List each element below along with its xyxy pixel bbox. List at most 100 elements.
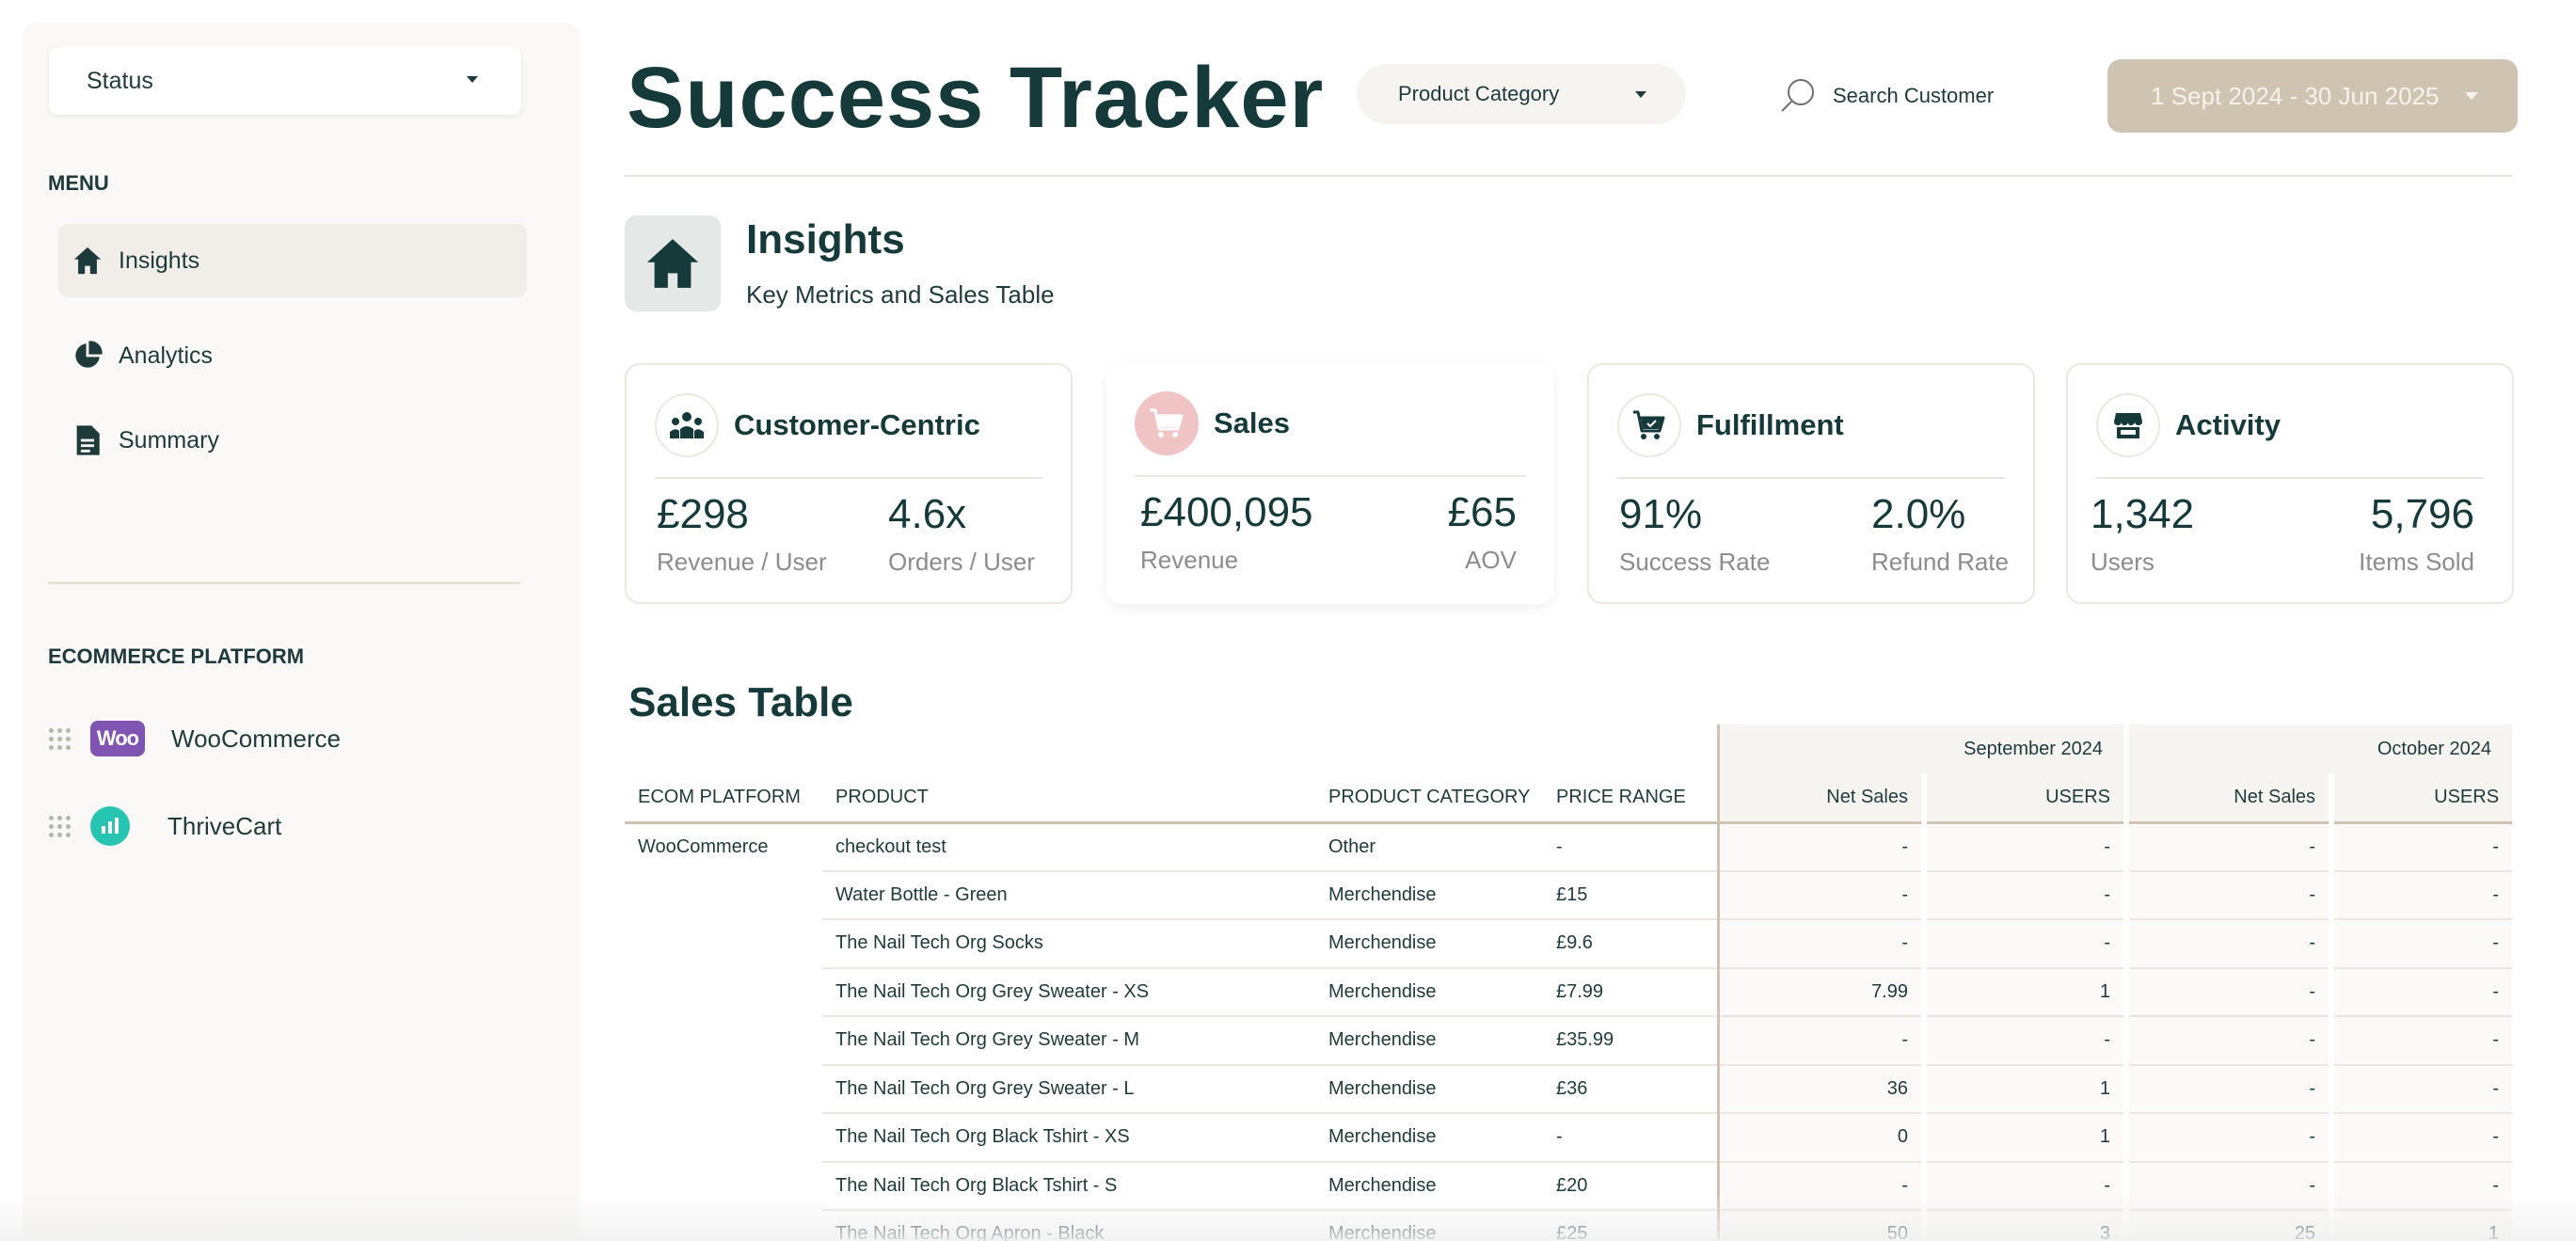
header-divider [625,175,2512,177]
cell-platform [625,1065,822,1114]
card-fulfillment: Fulfillment 91% Success Rate 2.0% Refund… [1587,363,2035,604]
card-activity: Activity 1,342 Users 5,796 Items Sold [2066,363,2514,604]
status-dropdown[interactable]: Status [49,47,521,115]
table-row[interactable]: The Nail Tech Org Socks Merchendise £9.6- -… [625,919,2512,969]
cell-sep-users: 1 [1920,967,2127,1017]
sidebar-item-summary[interactable]: Summary [58,404,527,477]
column-header[interactable]: PRODUCT CATEGORY [1315,773,1543,824]
platform-item-woocommerce[interactable]: Woo WooCommerce [49,710,341,767]
cell-category: Other [1315,822,1543,872]
table-month-header-row: September 2024 October 2024 [625,724,2512,773]
table-row[interactable]: The Nail Tech Org Grey Sweater - L Merche… [625,1064,2512,1114]
column-header[interactable]: ECOM PLATFORM [625,773,822,824]
cell-sep-users: 1 [1920,1064,2127,1114]
metric-label: Users [2091,548,2155,576]
cell-oct-net-sales: 25 [2123,1210,2332,1241]
document-icon [70,422,105,458]
cart-icon [1135,391,1199,455]
metric-success-rate: 91% Success Rate [1619,491,1770,577]
cell-platform: WooCommerce [638,836,769,857]
cell-category: Merchendise [1315,1210,1543,1241]
column-header[interactable]: Net Sales [2123,773,2332,824]
cell-oct-net-sales: - [2123,1113,2332,1163]
product-category-dropdown[interactable]: Product Category [1357,64,1686,124]
cell-oct-users: - [2329,1064,2512,1114]
sidebar-item-analytics[interactable]: Analytics [58,319,527,392]
platform-heading: ECOMMERCE PLATFORM [48,644,305,668]
cell-product: The Nail Tech Org Apron - Black [822,1210,1315,1241]
card-title: Activity [2175,408,2281,441]
cell-oct-net-sales: - [2123,822,2332,872]
sidebar-item-insights[interactable]: Insights [58,224,527,297]
cell-price-range: £25 [1543,1210,1718,1241]
cell-platform [625,968,822,1017]
home-icon [70,243,105,278]
cell-oct-users: - [2329,1016,2512,1066]
metric-value: £400,095 [1140,489,1313,535]
drag-handle-icon[interactable] [49,725,71,752]
sidebar [23,23,580,1241]
woocommerce-logo-icon: Woo [90,721,145,756]
chevron-down-icon [1635,91,1646,98]
cell-product: The Nail Tech Org Grey Sweater - XS [822,967,1315,1017]
table-row[interactable]: The Nail Tech Org Black Tshirt - S Merche… [625,1161,2512,1211]
cell-product: Water Bottle - Green [822,870,1315,920]
metric-label: Revenue / User [657,548,827,576]
store-icon [2096,393,2160,457]
table-row[interactable]: The Nail Tech Org Apron - Black Merchendi… [625,1210,2512,1241]
platform-item-thrivecart[interactable]: ThriveCart [49,798,281,854]
cell-sep-users: 3 [1920,1210,2127,1241]
cell-oct-users: - [2329,1113,2512,1163]
metric-users: 1,342 Users [2091,491,2194,577]
metric-label: Success Rate [1619,548,1771,576]
column-header[interactable]: PRODUCT [822,773,1315,824]
column-header[interactable]: PRICE RANGE [1543,773,1718,824]
search-customer[interactable]: Search Customer [1776,73,1994,119]
cell-category: Merchendise [1315,1064,1543,1114]
card-divider [2096,477,2484,479]
date-range-value: 1 Sept 2024 - 30 Jun 2025 [2151,81,2440,110]
metric-value: 1,342 [2091,491,2195,537]
cell-price-range: - [1543,822,1718,872]
cell-platform [625,1162,822,1211]
table-row[interactable]: The Nail Tech Org Grey Sweater - M Merche… [625,1016,2512,1066]
platform-label: WooCommerce [171,724,342,753]
cell-oct-users: 1 [2329,1210,2512,1241]
cell-category: Merchendise [1315,1113,1543,1163]
table-row[interactable]: WooCommerce checkout test Other - - - - - [625,822,2512,872]
cell-price-range: - [1543,1113,1718,1163]
card-sales: Sales £400,095 Revenue £65 AOV [1106,363,1554,604]
cell-oct-net-sales: - [2123,1161,2332,1211]
drag-handle-icon[interactable] [49,813,71,839]
cell-sep-net-sales: 50 [1716,1210,1924,1241]
insights-title: Insights [746,216,905,263]
sales-table-container[interactable]: September 2024 October 2024 ECOM PLATFOR… [625,724,2512,1241]
card-customer-centric: Customer-Centric £298 Revenue / User 4.6… [625,363,1073,604]
metric-revenue-per-user: £298 Revenue / User [657,491,827,577]
sales-table-title: Sales Table [628,679,853,725]
metric-items-sold: 5,796 Items Sold [2359,491,2474,577]
chevron-down-icon [2465,92,2478,100]
cell-sep-users: - [1920,870,2127,920]
cell-product: The Nail Tech Org Socks [822,919,1315,969]
table-row[interactable]: The Nail Tech Org Black Tshirt - XS Merch… [625,1113,2512,1163]
cell-product: The Nail Tech Org Grey Sweater - M [822,1016,1315,1066]
cell-product: checkout test [822,822,1315,872]
platform-label: ThriveCart [167,811,282,840]
month-header: September 2024 [1716,724,2127,773]
column-header[interactable]: USERS [1920,773,2127,824]
cell-sep-net-sales: 0 [1716,1113,1924,1163]
cell-price-range: £35.99 [1543,1016,1718,1066]
cell-oct-users: - [2329,919,2512,969]
date-range-dropdown[interactable]: 1 Sept 2024 - 30 Jun 2025 [2107,59,2518,133]
table-row[interactable]: The Nail Tech Org Grey Sweater - XS Merch… [625,967,2512,1017]
cell-sep-users: 1 [1920,1113,2127,1163]
cell-oct-net-sales: - [2123,1064,2332,1114]
table-row[interactable]: Water Bottle - Green Merchendise £15- - - - [625,870,2512,920]
cell-sep-net-sales: 36 [1716,1064,1924,1114]
column-header[interactable]: USERS [2329,773,2512,824]
column-header[interactable]: Net Sales [1716,773,1924,824]
metric-refund-rate: 2.0% Refund Rate [1871,491,2009,577]
metric-value: 91% [1619,491,1703,537]
